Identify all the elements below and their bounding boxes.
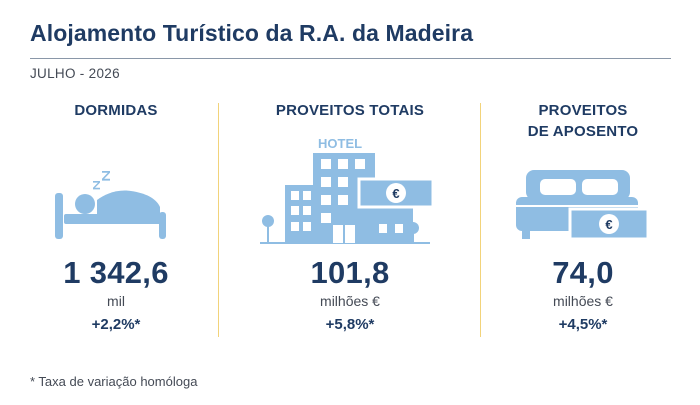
- indicator-title: PROVEITOS TOTAIS: [275, 102, 425, 119]
- column-divider: [218, 103, 219, 337]
- indicator-unit: mil: [107, 293, 125, 309]
- page-title: Alojamento Turístico da R.A. da Madeira: [30, 20, 474, 46]
- sleeping-person-icon: [50, 168, 184, 249]
- indicator-change: +4,5%*: [558, 316, 608, 333]
- hotel-euro-icon: HOTEL: [255, 133, 435, 253]
- indicator-proveitos-totais: PROVEITOS TOTAIS: [250, 100, 450, 121]
- indicator-title: DORMIDAS: [74, 102, 158, 119]
- indicator-unit: milhões €: [553, 293, 613, 309]
- title-underline: [30, 58, 671, 59]
- indicator-title-line1: PROVEITOS: [538, 102, 628, 119]
- indicator-value: 1 342,6: [63, 255, 169, 290]
- period-label: JULHO - 2026: [30, 66, 120, 81]
- column-divider: [480, 103, 481, 337]
- bed-euro-icon: €: [512, 165, 652, 250]
- footnote: * Taxa de variação homóloga: [30, 374, 198, 389]
- indicator-unit: milhões €: [320, 293, 380, 309]
- indicator-value: 74,0: [552, 255, 614, 290]
- indicator-proveitos-aposento: PROVEITOS DE APOSENTO: [483, 100, 683, 142]
- indicator-value: 101,8: [310, 255, 390, 290]
- svg-text:€: €: [605, 217, 612, 232]
- indicator-change: +5,8%*: [325, 316, 375, 333]
- indicator-title-line2: DE APOSENTO: [527, 123, 639, 140]
- svg-text:€: €: [392, 186, 399, 201]
- indicator-change: +2,2%*: [91, 316, 141, 333]
- indicator-dormidas: DORMIDAS: [16, 100, 216, 121]
- hotel-sign-label: HOTEL: [318, 136, 362, 151]
